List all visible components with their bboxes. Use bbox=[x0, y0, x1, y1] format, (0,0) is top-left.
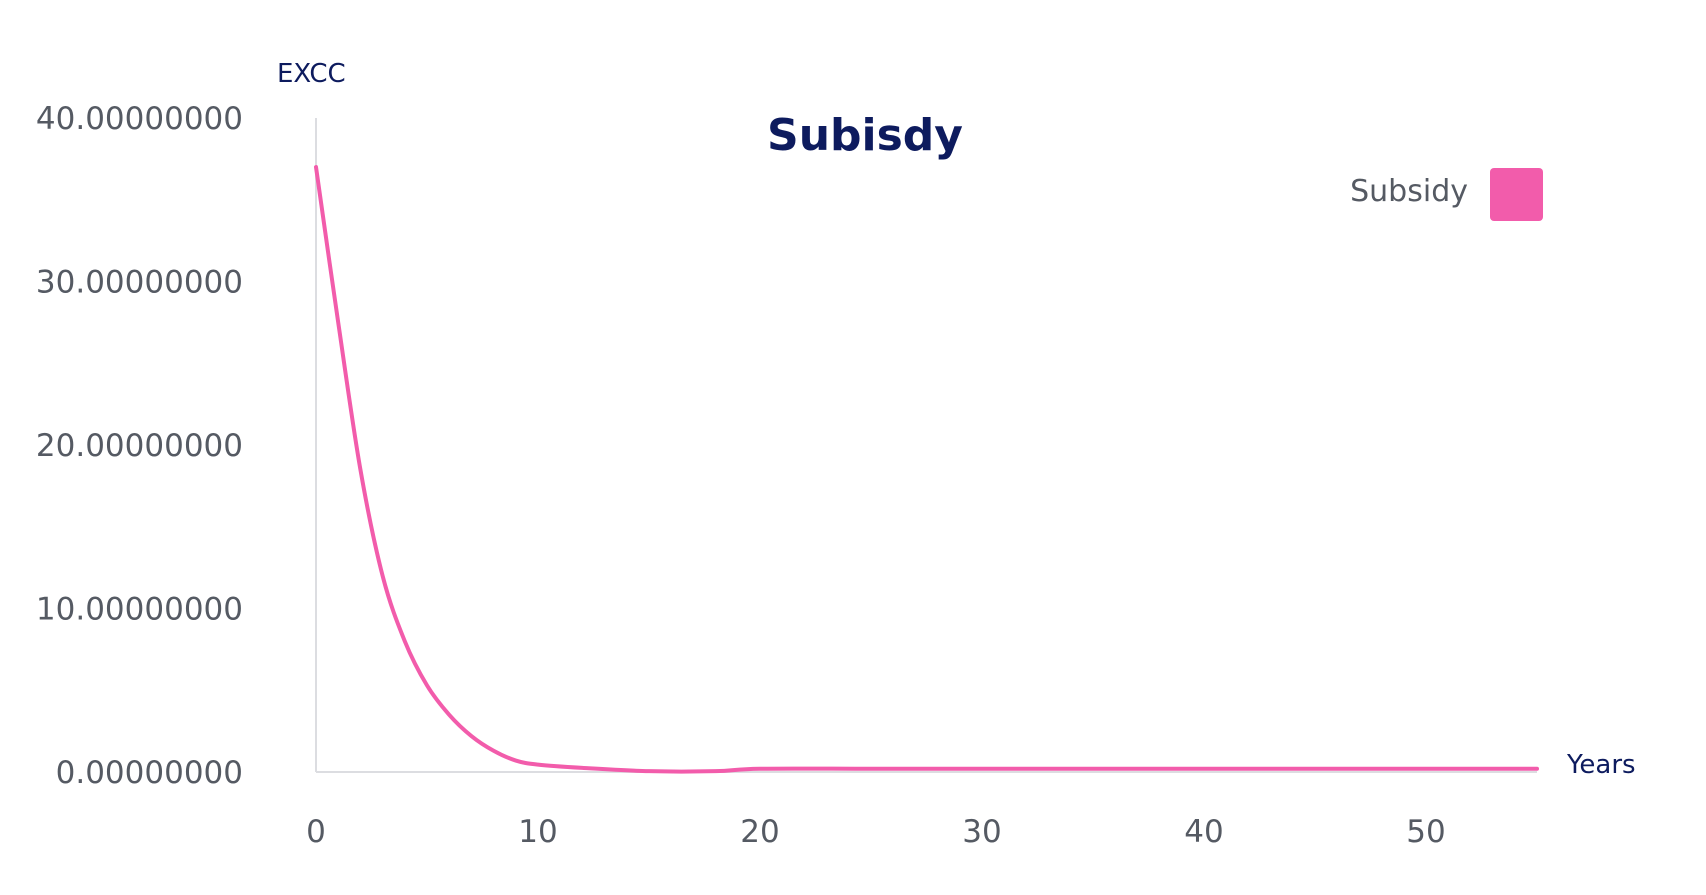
x-tick-label: 0 bbox=[306, 814, 326, 850]
y-tick-label: 40.00000000 bbox=[36, 101, 243, 137]
labels-layer: Subisdy EXCC Years bbox=[277, 59, 1636, 780]
y-axis-unit-label: EXCC bbox=[277, 59, 346, 89]
y-tick-label: 0.00000000 bbox=[56, 755, 243, 791]
x-tick-label: 20 bbox=[740, 814, 779, 850]
x-tick-label: 10 bbox=[518, 814, 557, 850]
x-tick-label: 30 bbox=[962, 814, 1001, 850]
legend: Subsidy bbox=[1350, 168, 1543, 221]
x-tick-label: 40 bbox=[1184, 814, 1223, 850]
legend-swatch-subsidy bbox=[1490, 168, 1543, 221]
axes-layer: 0.00000000 10.00000000 20.00000000 30.00000… bbox=[36, 101, 1537, 850]
y-tick-label: 20.00000000 bbox=[36, 428, 243, 464]
chart-title: Subisdy bbox=[767, 110, 963, 161]
legend-label-subsidy: Subsidy bbox=[1350, 174, 1468, 209]
y-tick-label: 30.00000000 bbox=[36, 265, 243, 301]
x-tick-label: 50 bbox=[1406, 814, 1445, 850]
series-line-subsidy bbox=[314, 165, 1539, 774]
series-layer bbox=[314, 165, 1539, 774]
x-axis-unit-label: Years bbox=[1566, 750, 1636, 780]
y-tick-label: 10.00000000 bbox=[36, 592, 243, 628]
